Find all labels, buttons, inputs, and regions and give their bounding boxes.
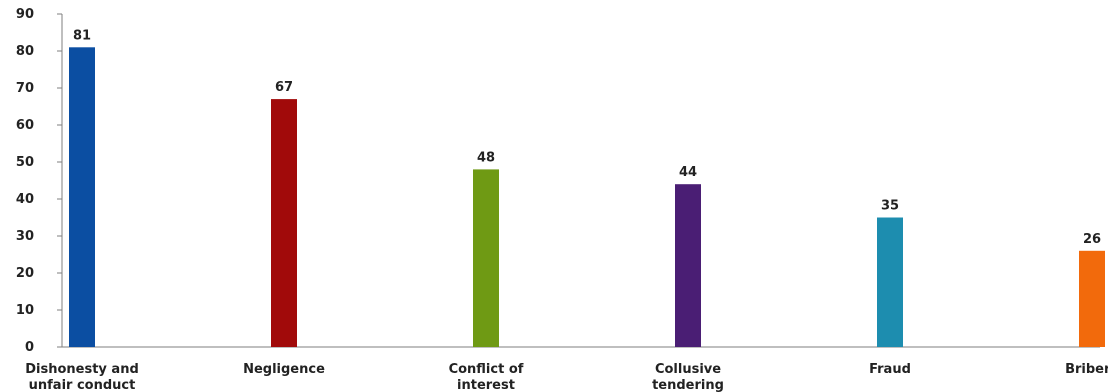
- x-tick-label: Fraud: [869, 362, 911, 377]
- bar: [1079, 250, 1105, 347]
- y-axis: 0 10 20 30 40 50 60 70 80 90: [16, 7, 1100, 355]
- x-tick-label: Dishonesty and: [25, 362, 139, 377]
- y-tick-label: 20: [16, 266, 34, 281]
- y-tick-label: 10: [16, 303, 34, 318]
- x-tick-label: Collusive: [655, 362, 721, 377]
- bar: [473, 169, 499, 347]
- y-tick-label: 70: [16, 81, 34, 96]
- x-tick-label: interest: [457, 378, 515, 392]
- y-tick-label: 80: [16, 44, 34, 59]
- x-tick-label: Bribery: [1065, 362, 1108, 377]
- x-tick-label: unfair conduct: [29, 378, 136, 392]
- bar: [877, 217, 903, 347]
- data-labels: 81 67 48 44 35 26: [73, 28, 1101, 247]
- x-tick-label: Negligence: [243, 362, 325, 377]
- bar: [69, 47, 95, 348]
- data-label: 35: [881, 199, 899, 214]
- y-tick-label: 0: [25, 340, 34, 355]
- y-tick-label: 40: [16, 192, 34, 207]
- data-label: 26: [1083, 232, 1101, 247]
- y-tick-label: 60: [16, 118, 34, 133]
- x-tick-label: Conflict of: [449, 362, 524, 377]
- bar: [271, 99, 297, 347]
- bars: [69, 47, 1105, 348]
- y-tick-label: 90: [16, 7, 34, 22]
- x-tick-label: tendering: [652, 378, 724, 392]
- data-label: 44: [679, 165, 697, 180]
- bar: [675, 184, 701, 347]
- data-label: 67: [275, 80, 293, 95]
- y-tick-label: 50: [16, 155, 34, 170]
- data-label: 81: [73, 28, 91, 43]
- y-tick-label: 30: [16, 229, 34, 244]
- data-label: 48: [477, 150, 495, 165]
